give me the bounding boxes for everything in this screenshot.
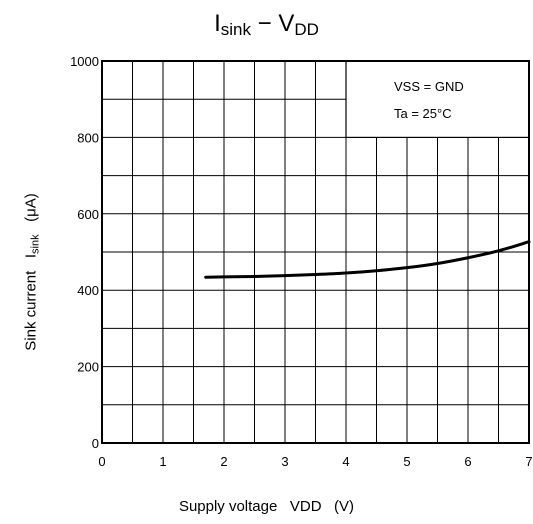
series-line: [204, 240, 531, 279]
x-tick-label: 3: [281, 454, 288, 469]
chart-title: Isink − VDD: [214, 10, 319, 39]
y-tick-label: 400: [77, 283, 99, 298]
y-tick-label: 0: [92, 436, 99, 451]
x-axis-label: Supply voltage VDD (V): [178, 498, 355, 515]
annotation-ta: Ta = 25°C: [394, 106, 452, 121]
x-tick-label: 6: [464, 454, 471, 469]
y-tick-label: 200: [77, 360, 99, 375]
y-tick-label: 1000: [70, 54, 99, 69]
x-tick-labels: 0 1 2 3 4 5 6 7: [98, 454, 532, 469]
x-tick-label: 4: [342, 454, 349, 469]
annotation-box: [345, 60, 530, 139]
x-tick-label: 5: [403, 454, 410, 469]
y-tick-labels: 0 200 400 600 800 1000: [70, 54, 99, 451]
plot-frame: [101, 60, 530, 444]
x-tick-label: 0: [98, 454, 105, 469]
annotation-vss: VSS = GND: [394, 79, 464, 94]
y-tick-label: 800: [77, 130, 99, 145]
x-tick-label: 7: [525, 454, 532, 469]
x-tick-label: 2: [220, 454, 227, 469]
y-tick-label: 600: [77, 207, 99, 222]
x-tick-label: 1: [159, 454, 166, 469]
